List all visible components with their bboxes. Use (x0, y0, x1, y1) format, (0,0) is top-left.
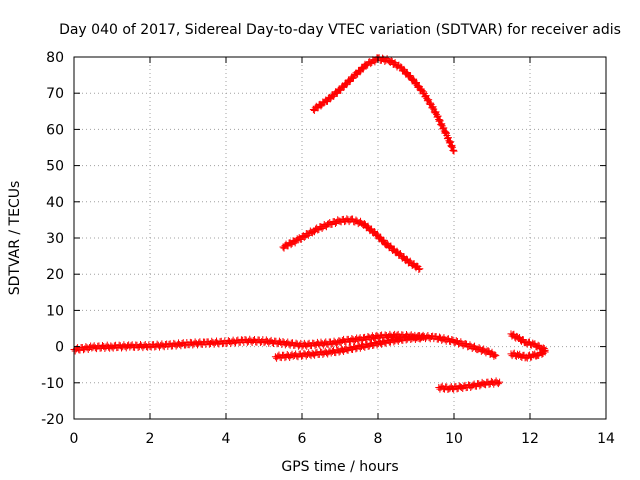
data-point (444, 134, 452, 142)
x-tick-label: 14 (597, 431, 615, 447)
data-point (300, 233, 308, 241)
data-point (379, 236, 387, 244)
data-point (491, 351, 499, 359)
data-point (447, 143, 455, 151)
y-tick-label: 10 (46, 303, 64, 319)
data-point (492, 352, 500, 360)
x-tick-label: 4 (222, 431, 231, 447)
data-point (420, 334, 428, 342)
x-tick-label: 0 (70, 431, 79, 447)
y-tick-label: 40 (46, 195, 64, 211)
y-tick-label: 70 (46, 86, 64, 102)
series-satellite-7 (507, 330, 549, 354)
data-point (448, 143, 456, 151)
x-tick-label: 6 (298, 431, 307, 447)
series-satellite-8 (507, 347, 549, 362)
data-point (416, 265, 424, 273)
data-point (406, 71, 414, 79)
series-satellite-1 (309, 54, 458, 155)
data-point (326, 95, 334, 103)
data-point (449, 146, 457, 154)
y-tick-label: -10 (41, 376, 64, 392)
data-point (446, 138, 454, 146)
data-point (496, 378, 504, 386)
data-point (420, 88, 428, 96)
y-axis-label: SDTVAR / TECUs (7, 181, 23, 296)
data-point (446, 138, 454, 146)
data-point (361, 220, 369, 228)
data-point (494, 380, 502, 388)
data-point (367, 60, 375, 68)
data-point (434, 112, 442, 120)
data-point (437, 120, 445, 128)
data-point (383, 239, 391, 247)
data-point (287, 241, 295, 249)
chart-title: Day 040 of 2017, Sidereal Day-to-day VTE… (59, 22, 621, 38)
data-point (436, 116, 444, 124)
x-tick-label: 10 (445, 431, 463, 447)
y-tick-label: 30 (46, 231, 64, 247)
x-tick-label: 8 (374, 431, 383, 447)
data-point (407, 72, 415, 80)
data-point (440, 124, 448, 132)
y-tick-label: 60 (46, 122, 64, 138)
data-point (317, 102, 325, 110)
data-point (418, 332, 426, 340)
data-point (387, 57, 395, 65)
y-tick-label: -20 (41, 412, 64, 428)
data-points (70, 54, 549, 393)
data-point (403, 255, 411, 263)
ticks: 0 2 4 6 8 10 12 14 -20 -10 0 10 20 30 40 50 60 70 80 (41, 50, 615, 447)
data-point (427, 99, 435, 107)
series-satellite-6 (435, 377, 504, 393)
x-axis-label: GPS time / hours (281, 459, 398, 475)
x-tick-label: 2 (146, 431, 155, 447)
series-satellite-3 (70, 335, 344, 355)
data-point (442, 128, 450, 136)
y-tick-label: 80 (46, 50, 64, 66)
data-point (356, 68, 364, 76)
data-point (484, 347, 492, 355)
y-tick-label: 50 (46, 159, 64, 175)
data-point (541, 348, 549, 356)
data-point (386, 243, 394, 251)
data-point (450, 147, 458, 155)
data-point (441, 128, 449, 136)
data-point (540, 347, 548, 355)
series-satellite-5 (271, 332, 428, 362)
series-satellite-2 (279, 215, 424, 273)
data-point (415, 265, 423, 273)
data-point (393, 247, 401, 255)
y-tick-label: 20 (46, 267, 64, 283)
data-point (428, 104, 436, 112)
y-tick-label: 0 (55, 340, 64, 356)
data-point (350, 74, 358, 82)
x-tick-label: 12 (521, 431, 539, 447)
